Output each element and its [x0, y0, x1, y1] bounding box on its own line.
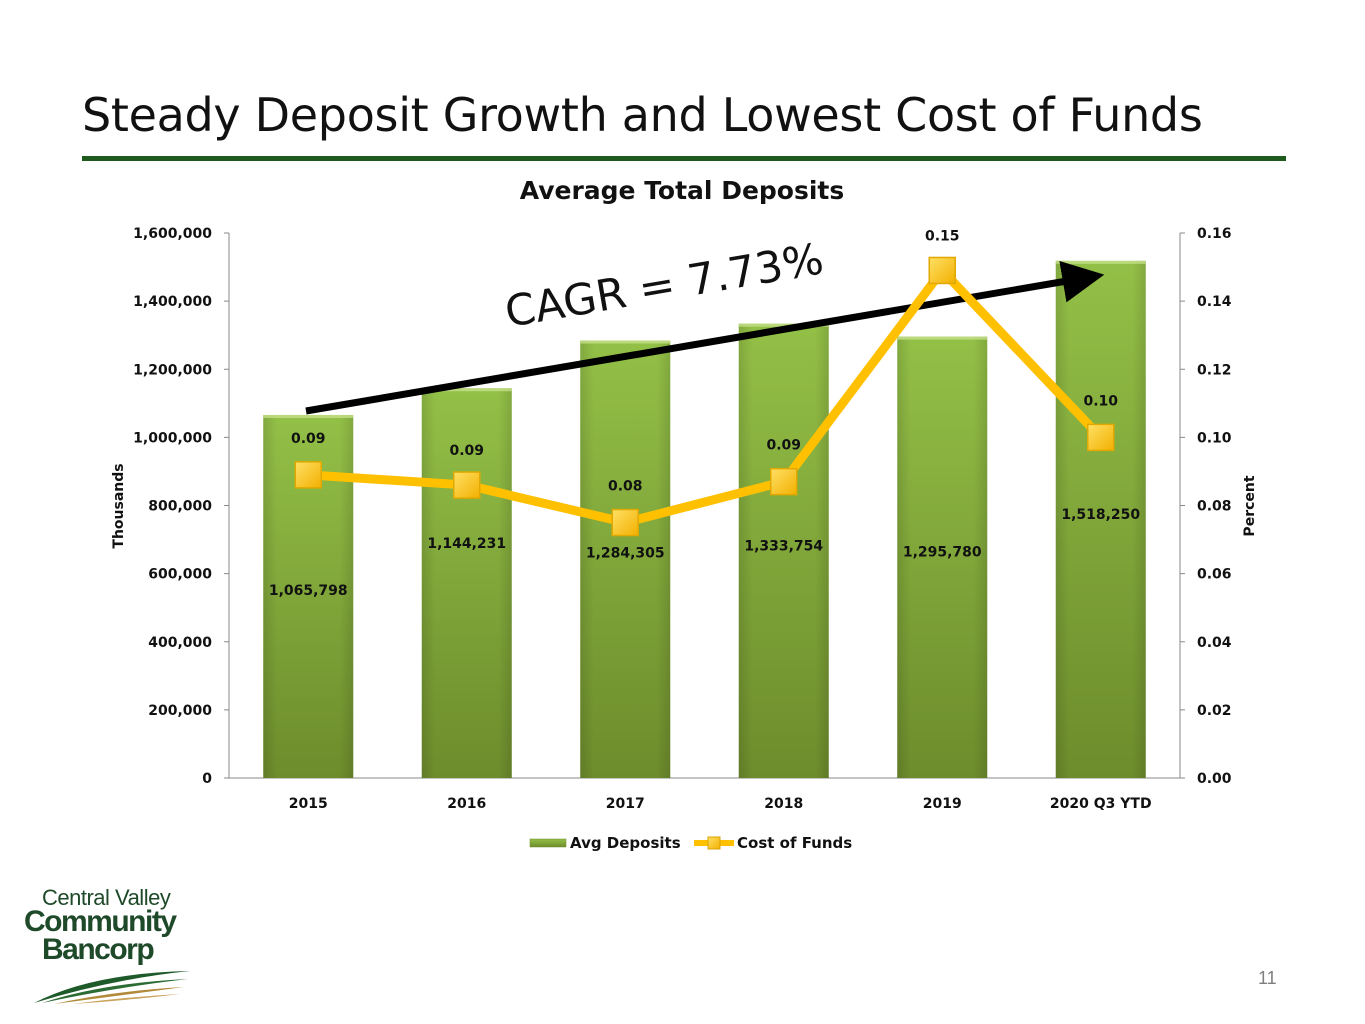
cost-of-funds-marker [770, 467, 798, 496]
page-number: 11 [1258, 968, 1277, 988]
x-tick-label: 2020 Q3 YTD [1050, 796, 1152, 812]
title-rule [82, 156, 1286, 161]
company-logo: Central Valley Community Bancorp [22, 885, 202, 1015]
cost-of-funds-data-label: 0.09 [766, 438, 801, 454]
cost-of-funds-data-label: 0.08 [608, 479, 643, 495]
bar-shading [421, 388, 512, 778]
y-tick-label-right: 0.00 [1197, 771, 1232, 787]
logo-swoosh-icon [34, 971, 190, 1004]
y-tick-label-left: 200,000 [148, 703, 212, 719]
y-tick-label-left: 400,000 [148, 635, 212, 651]
chart-title: Average Total Deposits [520, 176, 845, 205]
y-tick-label-left: 800,000 [148, 499, 212, 515]
y-ticks-right: 0.00 0.02 0.04 0.06 0.08 0.10 0.12 0.14 0.16 [1180, 226, 1232, 787]
y-ticks-left: 0 200,000 400,000 600,000 800,000 1,000,000 1,… [133, 226, 229, 787]
cost-of-funds-series [294, 256, 1115, 537]
y-tick-label-right: 0.16 [1197, 226, 1232, 242]
y-tick-label-left: 1,200,000 [133, 362, 212, 378]
y-tick-label-left: 1,600,000 [133, 226, 212, 242]
y-tick-label-left: 1,000,000 [133, 430, 212, 446]
y-axis-label: Thousands [111, 463, 127, 548]
deposits-chart: Average Total Deposits 0 200,000 400,000 60… [111, 176, 1258, 852]
bar-shading [738, 323, 829, 778]
bar-data-label: 1,144,231 [427, 536, 506, 552]
y-tick-label-left: 0 [202, 771, 212, 787]
cost-of-funds-marker [453, 471, 481, 499]
cost-of-funds-marker [1087, 423, 1115, 452]
bar-data-label: 1,518,250 [1061, 507, 1140, 523]
y-tick-label-left: 1,400,000 [133, 294, 212, 310]
cost-of-funds-data-label: 0.09 [449, 443, 484, 459]
bar-data-label: 1,333,754 [744, 539, 823, 555]
y-tick-label-right: 0.12 [1197, 362, 1232, 378]
bar-shading [1055, 260, 1146, 779]
y2-axis-label: Percent [1242, 475, 1258, 536]
cost-of-funds-data-labels: 0.09 0.09 0.08 0.09 0.15 0.10 [291, 228, 1118, 494]
cost-of-funds-marker [294, 461, 322, 489]
y-tick-label-left: 600,000 [148, 567, 212, 583]
bar-top-highlight [897, 336, 988, 340]
logo-line-2: Community [24, 905, 177, 938]
bar-data-label: 1,065,798 [269, 583, 348, 599]
logo-line-1: Central Valley [42, 885, 171, 910]
y-tick-label-right: 0.14 [1197, 294, 1232, 310]
cost-of-funds-marker [928, 256, 956, 285]
bar-top-highlight [1055, 260, 1146, 264]
legend-swatch-avg-deposits [529, 838, 567, 848]
cost-of-funds-marker [611, 508, 639, 537]
legend-label-cost-of-funds: Cost of Funds [737, 834, 852, 852]
x-tick-label: 2015 [289, 796, 328, 812]
bar-shading [580, 340, 671, 778]
x-tick-label: 2019 [923, 796, 962, 812]
bar-data-label: 1,295,780 [903, 545, 982, 561]
bar-top-highlight [263, 414, 354, 418]
legend: Avg Deposits Cost of Funds [529, 834, 852, 852]
x-tick-label: 2016 [447, 796, 486, 812]
y-tick-label-right: 0.08 [1197, 499, 1232, 515]
bar-top-highlight [738, 323, 829, 327]
bar-data-labels: 1,065,798 1,144,231 1,284,305 1,333,754 1,29… [269, 507, 1141, 599]
x-tick-labels: 2015 2016 2017 2018 2019 2020 Q3 YTD [289, 796, 1152, 812]
y-tick-label-right: 0.10 [1197, 430, 1232, 446]
x-tick-label: 2018 [764, 796, 803, 812]
x-tick-label: 2017 [606, 796, 645, 812]
cost-of-funds-data-label: 0.10 [1083, 393, 1118, 409]
cagr-annotation: CAGR = 7.73% [501, 234, 827, 338]
y-tick-label-right: 0.02 [1197, 703, 1232, 719]
bar-series [263, 260, 1146, 779]
bar-top-highlight [580, 340, 671, 344]
cost-of-funds-data-label: 0.09 [291, 431, 326, 447]
y-tick-label-right: 0.06 [1197, 567, 1232, 583]
legend-label-avg-deposits: Avg Deposits [570, 834, 681, 852]
cost-of-funds-line [307, 265, 1105, 528]
bar-top-highlight [421, 388, 512, 392]
bar-data-label: 1,284,305 [586, 546, 665, 562]
legend-swatch-cost-of-funds-marker [707, 836, 721, 850]
y-tick-label-right: 0.04 [1197, 635, 1232, 651]
bar-shading [897, 336, 988, 778]
slide-title: Steady Deposit Growth and Lowest Cost of… [82, 88, 1203, 142]
logo-line-3: Bancorp [42, 933, 155, 966]
cost-of-funds-data-label: 0.15 [925, 228, 960, 244]
